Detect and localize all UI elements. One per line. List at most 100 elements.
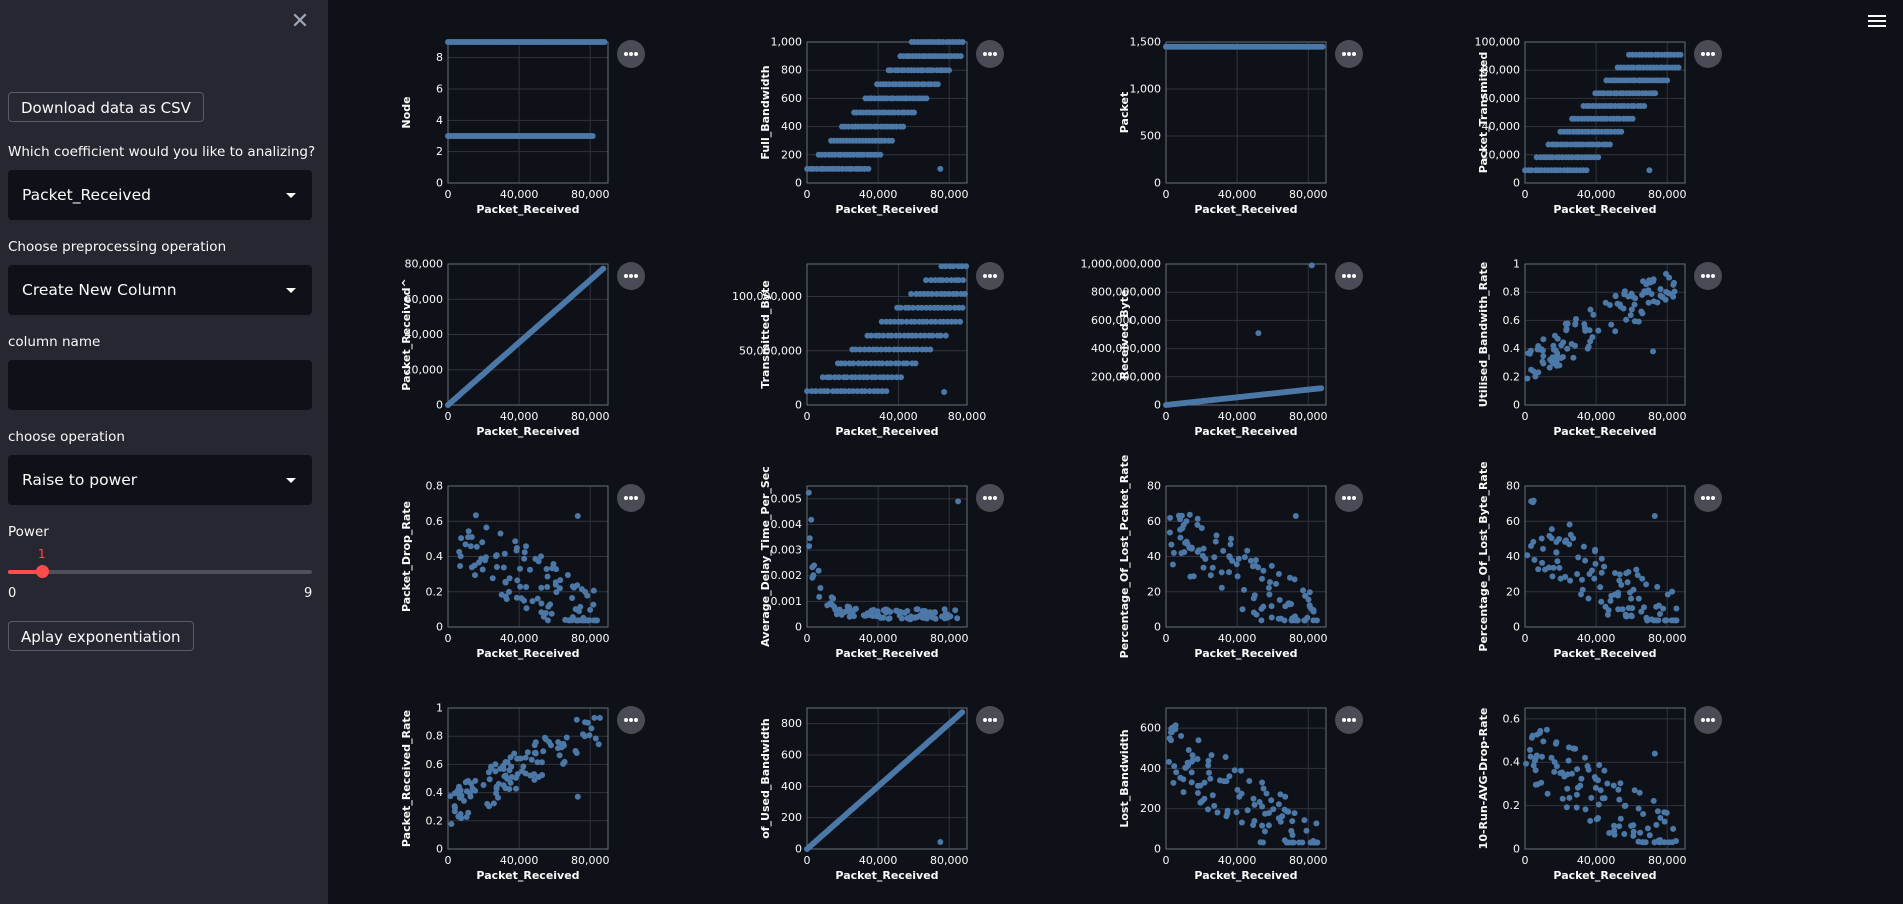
data-point <box>1524 375 1531 382</box>
chart-options-icon[interactable] <box>617 484 645 512</box>
data-point <box>1310 608 1317 615</box>
data-point <box>1635 318 1642 325</box>
x-tick-label: 80,000 <box>1648 854 1687 867</box>
hamburger-menu-icon[interactable] <box>1868 12 1886 28</box>
data-point <box>1262 810 1269 817</box>
preprocessing-label: Choose preprocessing operation <box>8 239 227 255</box>
data-point <box>452 804 458 811</box>
chart-options-icon[interactable] <box>1335 706 1363 734</box>
chart-options-icon[interactable] <box>1694 40 1722 68</box>
data-point <box>1578 775 1585 782</box>
chart-options-icon[interactable] <box>976 40 1004 68</box>
chart-options-icon[interactable] <box>1335 40 1363 68</box>
scatter-chart-7: 0 200,000,000 400,000,000 600,000,000 800,00… <box>1081 258 1363 438</box>
preprocessing-select[interactable]: Create New Column <box>8 265 312 315</box>
data-point <box>493 552 500 559</box>
power-slider-track[interactable] <box>8 570 312 574</box>
data-point <box>1275 815 1282 822</box>
data-point <box>1625 293 1632 300</box>
x-tick-label: 40,000 <box>1218 410 1257 423</box>
chart-options-icon[interactable] <box>1694 484 1722 512</box>
data-point <box>523 605 530 612</box>
data-point <box>1182 539 1189 546</box>
data-point <box>946 304 953 311</box>
data-point <box>1650 348 1656 355</box>
data-point <box>468 564 475 571</box>
chart-options-icon[interactable] <box>1335 484 1363 512</box>
data-point <box>1668 617 1675 624</box>
coefficient-select[interactable]: Packet_Received <box>8 170 312 220</box>
y-tick-label: 500 <box>1140 130 1161 143</box>
data-point <box>1251 801 1258 808</box>
apply-exponentiation-button[interactable]: Aplay exponentiation <box>8 621 194 651</box>
data-point <box>946 67 952 74</box>
data-point <box>1601 767 1608 774</box>
data-point <box>852 374 859 381</box>
y-axis-label: Percentage_Of_Lost_Byte_Rate <box>1477 461 1490 651</box>
data-point <box>1187 573 1194 580</box>
operation-select[interactable]: Raise to power <box>8 455 312 505</box>
data-point <box>518 595 525 602</box>
data-point <box>492 761 499 768</box>
plot-frame <box>1165 707 1327 850</box>
data-point <box>875 332 882 339</box>
data-point <box>1562 573 1569 580</box>
data-point <box>595 741 602 748</box>
y-tick-label: 100,000 <box>1475 36 1521 49</box>
chart-options-icon[interactable] <box>976 262 1004 290</box>
x-axis-label: Packet_Received <box>476 425 579 438</box>
column-name-input[interactable] <box>8 360 312 410</box>
data-point <box>1275 801 1282 808</box>
data-point <box>1569 770 1575 777</box>
data-point <box>862 612 868 619</box>
chart-options-icon[interactable] <box>617 262 645 290</box>
data-point <box>960 277 967 284</box>
data-point <box>904 615 911 622</box>
power-slider-thumb[interactable] <box>35 565 49 578</box>
data-point <box>1548 526 1555 533</box>
chart-options-icon[interactable] <box>976 706 1004 734</box>
data-point <box>1654 583 1661 590</box>
data-point <box>1655 602 1662 609</box>
data-point <box>1621 288 1628 295</box>
data-point <box>527 772 534 779</box>
data-point <box>538 553 544 560</box>
x-axis-label: Packet_Received <box>1194 869 1297 882</box>
y-tick-label: 1,000 <box>1130 83 1162 96</box>
chart-options-icon[interactable] <box>976 484 1004 512</box>
scatter-chart-16: 0 0.2 0.4 0.6 0 40,000 80,000 Packet_Received 10… <box>1477 706 1722 882</box>
y-tick-label: 800,000,000 <box>1091 286 1161 299</box>
data-point <box>465 528 472 535</box>
x-axis-label: Packet_Received <box>1553 869 1656 882</box>
data-point <box>1591 575 1598 582</box>
data-point <box>1659 294 1666 301</box>
data-point <box>479 539 486 546</box>
data-point <box>1664 591 1671 598</box>
chart-options-icon[interactable] <box>1694 706 1722 734</box>
chart-options-icon[interactable] <box>617 706 645 734</box>
data-point <box>1607 597 1614 604</box>
y-axis-label: Packet_Received^ <box>400 278 413 390</box>
data-point <box>1601 563 1608 570</box>
data-point <box>527 566 533 573</box>
data-point <box>1549 573 1556 580</box>
data-point <box>1306 589 1313 596</box>
download-csv-button[interactable]: Download data as CSV <box>8 92 204 122</box>
data-point <box>1612 328 1619 335</box>
data-point <box>880 332 887 339</box>
data-point <box>1289 615 1296 622</box>
data-point <box>1260 603 1267 610</box>
chart-options-icon[interactable] <box>1335 262 1363 290</box>
chart-options-icon[interactable] <box>1694 262 1722 290</box>
data-point <box>521 555 528 562</box>
data-point <box>1188 544 1195 551</box>
chart-options-icon[interactable] <box>617 40 645 68</box>
data-point <box>544 584 551 590</box>
data-point <box>1252 557 1259 564</box>
close-icon[interactable]: ✕ <box>290 9 310 34</box>
y-tick-label: 0.4 <box>1503 756 1521 769</box>
plot-frame <box>447 41 609 184</box>
data-point <box>1559 795 1566 802</box>
data-point <box>589 133 596 139</box>
